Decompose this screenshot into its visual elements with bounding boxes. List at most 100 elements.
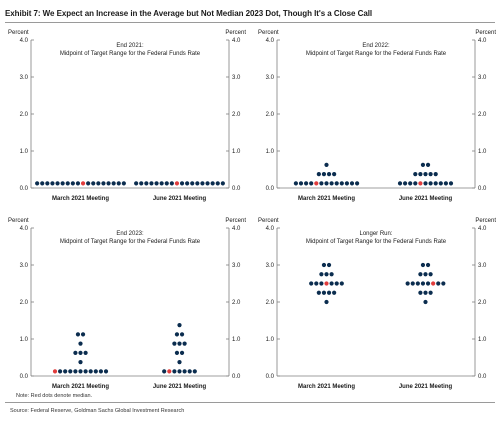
participant-dot [220, 181, 225, 186]
participant-dot [162, 369, 167, 374]
category-label: June 2021 Meeting [399, 196, 453, 202]
source-text: Source: Federal Reserve, Goldman Sachs G… [10, 408, 185, 414]
y-tick-label-right: 1.0 [478, 337, 487, 343]
participant-dot [80, 332, 86, 337]
participant-dot [428, 272, 433, 277]
y-tick-label-right: 1.0 [478, 149, 487, 155]
y-tick-label-left: 1.0 [266, 149, 275, 155]
y-tick-label-right: 0.0 [232, 186, 241, 192]
participant-dot [443, 181, 448, 186]
panel-subtitle: Midpoint of Target Range for the Federal… [60, 239, 201, 245]
y-tick-label-right: 0.0 [478, 374, 487, 380]
participant-dot [179, 350, 185, 355]
participant-dot [332, 172, 337, 177]
y-tick-label-right: 4.0 [478, 226, 487, 232]
y-axis-label-right: Percent [225, 218, 246, 224]
participant-dot [179, 332, 185, 337]
participant-dot [448, 181, 454, 186]
bottom-rule [5, 402, 495, 403]
participant-dot [174, 332, 180, 337]
participant-dot [159, 181, 164, 186]
category-label: June 2021 Meeting [399, 384, 453, 390]
participant-dot [326, 262, 332, 268]
participant-dot [332, 290, 337, 295]
participant-dot [326, 290, 332, 295]
participant-dot [83, 350, 88, 355]
note-text: Note: Red dots denote median. [16, 393, 93, 399]
participant-dot [45, 181, 50, 186]
participant-dot [403, 181, 408, 186]
y-tick-label-left: 2.0 [266, 300, 275, 306]
median-dot [167, 369, 172, 374]
dot-plot-panel: Percent Percent 0.0 0.0 1.0 1.0 2.0 2.0 3.0 3.0 4.… [258, 30, 496, 202]
participant-dot [134, 181, 139, 186]
y-axis-label-right: Percent [475, 218, 496, 224]
participant-dot [339, 181, 344, 186]
y-tick-label-right: 2.0 [478, 112, 487, 118]
participant-dot [344, 181, 349, 186]
y-tick-label-left: 4.0 [20, 226, 29, 232]
participant-dot [438, 181, 443, 186]
participant-dot [319, 281, 324, 286]
participant-dot [298, 181, 304, 186]
participant-dot [423, 181, 428, 186]
participant-dot [420, 262, 426, 268]
dot-plot-panel: Percent Percent 0.0 0.0 1.0 1.0 2.0 2.0 3.0 3.0 4.… [258, 218, 496, 390]
participant-dot [144, 181, 149, 186]
participant-dot [174, 350, 180, 355]
participant-dot [319, 272, 324, 277]
participant-dot [428, 181, 433, 186]
participant-dot [319, 181, 324, 186]
category-label: March 2021 Meeting [52, 196, 109, 202]
participant-dot [405, 281, 410, 286]
participant-dot [423, 172, 428, 177]
title-rule [5, 22, 495, 23]
participant-dot [177, 369, 182, 374]
participant-dot [68, 369, 73, 374]
participant-dot [121, 181, 126, 186]
participant-dot [78, 360, 83, 365]
y-tick-label-right: 4.0 [478, 38, 487, 44]
participant-dot [441, 281, 446, 286]
panel-subtitle: Midpoint of Target Range for the Federal… [306, 239, 447, 245]
participant-dot [413, 181, 418, 186]
participant-dot [149, 181, 154, 186]
participant-dot [63, 369, 68, 374]
participant-dot [423, 299, 428, 305]
participant-dot [40, 181, 45, 186]
y-tick-label-right: 0.0 [478, 186, 487, 192]
participant-dot [179, 181, 185, 186]
participant-dot [55, 181, 60, 186]
y-tick-label-left: 0.0 [20, 186, 29, 192]
category-label: June 2021 Meeting [153, 196, 207, 202]
y-tick-label-right: 2.0 [478, 300, 487, 306]
dot-plot-panel: Percent Percent 0.0 0.0 1.0 1.0 2.0 2.0 3.0 3.0 4.… [8, 30, 246, 202]
y-tick-label-left: 1.0 [266, 337, 275, 343]
participant-dot [433, 172, 438, 177]
y-axis-label-left: Percent [8, 218, 29, 224]
participant-dot [103, 369, 109, 374]
participant-dot [309, 281, 314, 286]
y-tick-label-right: 3.0 [232, 263, 241, 269]
participant-dot [428, 290, 433, 295]
panel-subtitle: Midpoint of Target Range for the Federal… [306, 51, 447, 57]
participant-dot [324, 299, 329, 305]
participant-dot [425, 162, 431, 167]
participant-dot [321, 290, 327, 295]
participant-dot [436, 281, 441, 286]
participant-dot [101, 181, 106, 186]
participant-dot [329, 281, 334, 286]
participant-dot [420, 281, 426, 286]
y-tick-label-right: 3.0 [478, 75, 487, 81]
participant-dot [349, 181, 355, 186]
participant-dot [425, 262, 431, 268]
median-dot [314, 181, 319, 186]
participant-dot [324, 181, 329, 186]
y-tick-label-left: 0.0 [266, 374, 275, 380]
participant-dot [172, 369, 177, 374]
participant-dot [58, 369, 63, 374]
median-dot [418, 181, 423, 186]
participant-dot [50, 181, 55, 186]
participant-dot [96, 181, 101, 186]
y-tick-label-left: 3.0 [266, 263, 275, 269]
